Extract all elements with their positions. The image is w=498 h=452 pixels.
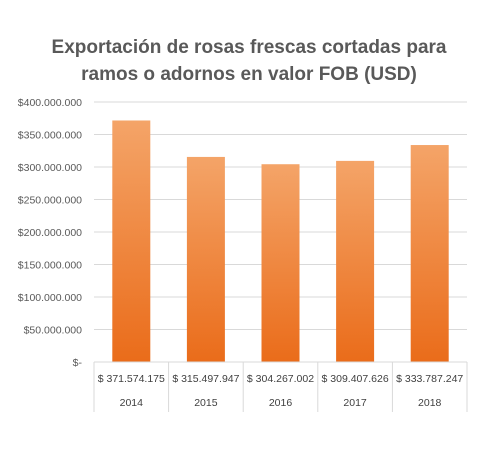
- y-tick-label: $350.000.000: [18, 130, 82, 142]
- chart-title: Exportación de rosas frescas cortadas pa…: [0, 34, 498, 88]
- y-tick-label: $250.000.000: [18, 195, 82, 207]
- bar-2015: [186, 156, 225, 362]
- category-table: $ 371.574.175 2014 $ 315.497.947 2015 $ 304.…: [93, 361, 468, 412]
- data-label: $ 371.574.175: [98, 373, 165, 385]
- data-label: $ 315.497.947: [172, 373, 239, 385]
- y-tick-label: $300.000.000: [18, 162, 82, 174]
- y-tick-label: $-: [73, 357, 83, 369]
- chart-title-line-2: ramos o adornos en valor FOB (USD): [81, 64, 417, 85]
- x-tick-label: 2015: [194, 397, 218, 409]
- x-tick-label: 2018: [418, 397, 442, 409]
- x-tick-label: 2017: [343, 397, 367, 409]
- bars: [112, 120, 449, 363]
- y-axis-tick-labels: $- $50.000.000 $100.000.000 $150.000.000 $20…: [18, 97, 83, 369]
- y-tick-label: $50.000.000: [24, 325, 83, 337]
- gridlines: [94, 101, 467, 330]
- chart-title-line-1: Exportación de rosas frescas cortadas pa…: [51, 37, 447, 58]
- bar-2018: [410, 145, 449, 362]
- bar-2017: [336, 160, 375, 362]
- data-label: $ 333.787.247: [396, 373, 463, 385]
- x-tick-label: 2014: [120, 397, 144, 409]
- x-tick-label: 2016: [269, 397, 293, 409]
- bar-2014: [112, 120, 151, 363]
- y-tick-label: $200.000.000: [18, 227, 82, 239]
- y-tick-label: $150.000.000: [18, 260, 82, 272]
- y-tick-label: $400.000.000: [18, 97, 82, 109]
- data-label: $ 304.267.002: [247, 373, 314, 385]
- bar-2016: [261, 164, 300, 362]
- y-tick-label: $100.000.000: [18, 292, 82, 304]
- data-label: $ 309.407.626: [322, 373, 389, 385]
